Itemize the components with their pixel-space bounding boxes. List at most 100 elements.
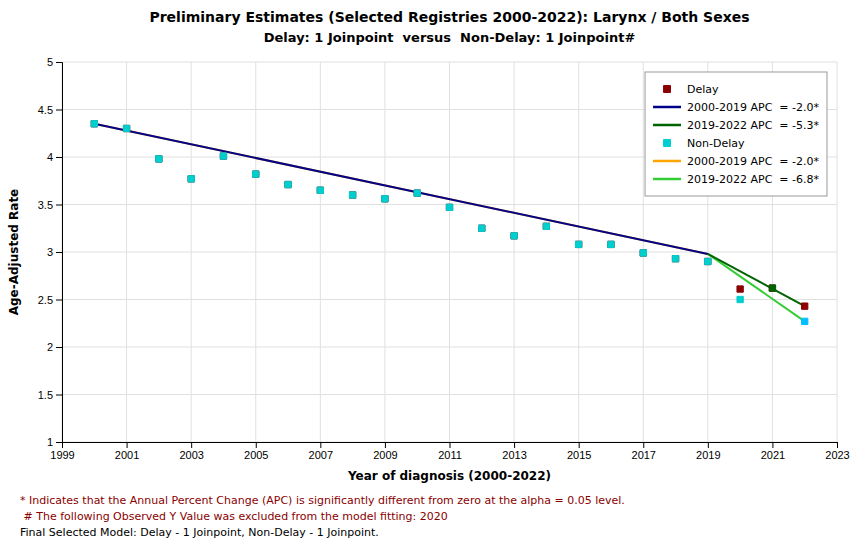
legend-swatch — [653, 124, 681, 127]
x-tick: 2009 — [373, 442, 397, 461]
x-tick-mark — [579, 442, 580, 448]
legend-swatch — [664, 86, 671, 93]
x-tick-label: 1999 — [50, 449, 74, 461]
trend-line — [708, 254, 805, 321]
y-tick-mark — [56, 395, 62, 396]
legend-item: Delay — [664, 83, 719, 96]
legend-swatch — [653, 160, 681, 163]
point — [446, 204, 452, 210]
x-axis-line — [63, 443, 838, 449]
point — [91, 121, 97, 127]
x-tick-mark — [450, 442, 451, 448]
point — [802, 303, 808, 309]
grid — [62, 62, 837, 442]
x-tick-label: 2009 — [373, 449, 397, 461]
x-axis: 1999200120032005200720092011201320152017… — [50, 442, 849, 461]
y-grid-line — [62, 394, 837, 395]
x-tick-label: 2015 — [567, 449, 591, 461]
legend-swatch — [653, 106, 681, 109]
y-tick-label: 5 — [47, 56, 53, 68]
trend-line — [94, 124, 708, 254]
x-tick-label: 2019 — [696, 449, 720, 461]
point — [188, 176, 194, 182]
point — [479, 225, 485, 231]
point — [543, 223, 549, 229]
y-tick-label: 3 — [47, 246, 53, 258]
point — [317, 187, 323, 193]
y-tick-mark — [56, 157, 62, 158]
x-tick: 1999 — [50, 442, 74, 461]
trend-line — [708, 254, 805, 306]
x-tick-mark — [256, 442, 257, 448]
y-tick: 4.5 — [38, 104, 62, 116]
title: Preliminary Estimates (Selected Registri… — [149, 9, 749, 25]
y-axis: 11.522.533.544.55 — [38, 56, 63, 448]
legend-swatch — [653, 178, 681, 181]
y-tick: 1.5 — [38, 389, 62, 401]
point — [576, 241, 582, 247]
x-tick-label: 2003 — [179, 449, 203, 461]
y-tick-mark — [56, 442, 62, 443]
chart: 1999200120032005200720092011201320152017… — [0, 0, 857, 554]
footnote: * Indicates that the Annual Percent Chan… — [20, 494, 625, 507]
point — [511, 233, 517, 239]
y-tick-mark — [56, 300, 62, 301]
x-tick: 2023 — [825, 442, 849, 461]
y-tick: 2.5 — [38, 294, 62, 306]
legend-label: 2000-2019 APC = -2.0* — [687, 155, 819, 168]
legend-label: 2019-2022 APC = -6.8* — [687, 173, 819, 186]
point — [349, 192, 355, 198]
legend-label: 2019-2022 APC = -5.3* — [687, 119, 819, 132]
x-tick-mark — [837, 442, 838, 448]
legend-item: 2019-2022 APC = -6.8* — [653, 173, 819, 186]
y-grid-line — [62, 299, 837, 300]
point — [414, 190, 420, 196]
y-tick: 4 — [47, 151, 62, 163]
point — [220, 153, 226, 159]
y-tick-mark — [56, 110, 62, 111]
point — [511, 233, 517, 239]
y-grid-line — [62, 347, 837, 348]
y-grid-line — [62, 62, 837, 63]
point — [705, 258, 711, 264]
point — [156, 156, 162, 162]
x-tick: 2003 — [179, 442, 203, 461]
point — [737, 296, 743, 302]
x-tick-mark — [643, 442, 644, 448]
x-axis-title: Year of diagnosis (2000-2022) — [347, 469, 551, 483]
point — [317, 187, 323, 193]
legend: Delay 2000-2019 APC = -2.0* 2019-2022 APC … — [645, 72, 827, 196]
x-tick-label: 2001 — [115, 449, 139, 461]
y-axis-line — [56, 63, 63, 443]
point — [479, 225, 485, 231]
legend-swatch — [664, 140, 671, 147]
y-tick-mark — [56, 62, 62, 63]
x-tick-label: 2011 — [438, 449, 462, 461]
point — [382, 196, 388, 202]
x-tick-label: 2005 — [244, 449, 268, 461]
point — [608, 241, 614, 247]
point — [285, 181, 291, 187]
point — [769, 285, 775, 291]
x-tick: 2005 — [244, 442, 268, 461]
legend-item: 2000-2019 APC = -2.0* — [653, 155, 819, 168]
point — [769, 285, 775, 291]
x-tick-mark — [385, 442, 386, 448]
point — [91, 121, 97, 127]
x-tick: 2017 — [632, 442, 656, 461]
y-tick-label: 4 — [47, 151, 53, 163]
point — [705, 258, 711, 264]
legend-label: Non-Delay — [687, 137, 745, 150]
y-tick: 3 — [47, 246, 62, 258]
legend-item: 2019-2022 APC = -5.3* — [653, 119, 819, 132]
legend-item: 2000-2019 APC = -2.0* — [653, 101, 819, 114]
footnote: Final Selected Model: Delay - 1 Joinpoin… — [20, 526, 379, 539]
x-tick-mark — [191, 442, 192, 448]
point — [188, 176, 194, 182]
point — [253, 171, 259, 177]
x-tick-mark — [772, 442, 773, 448]
point — [672, 255, 678, 261]
point — [349, 192, 355, 198]
trend-line — [94, 124, 708, 254]
legend-box — [645, 72, 827, 196]
